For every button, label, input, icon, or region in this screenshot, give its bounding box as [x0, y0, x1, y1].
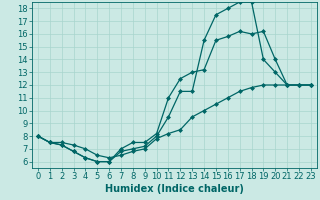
- X-axis label: Humidex (Indice chaleur): Humidex (Indice chaleur): [105, 184, 244, 194]
